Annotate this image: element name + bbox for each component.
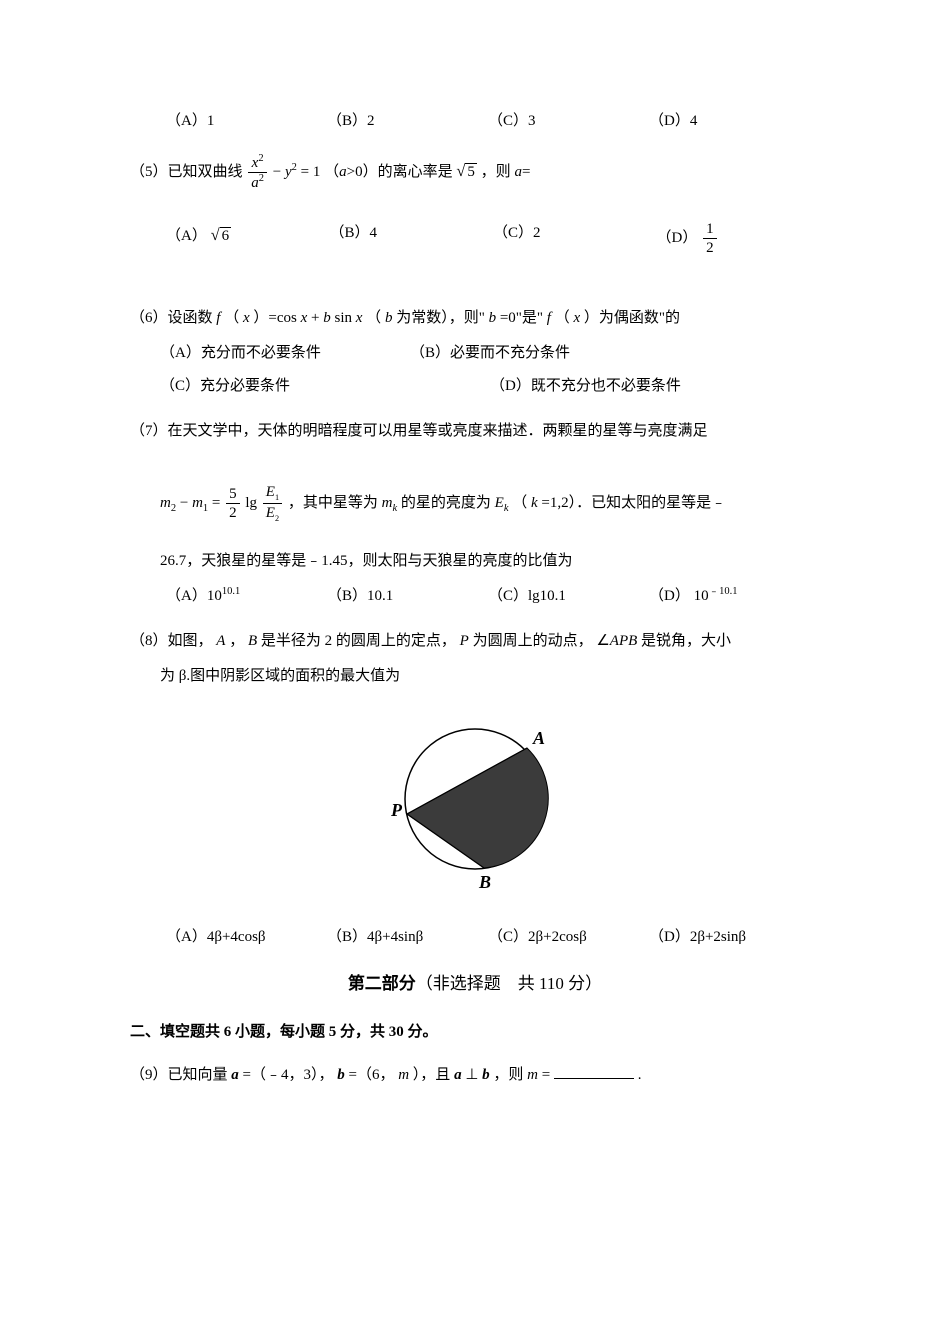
vec-a2: a [454, 1067, 462, 1083]
opt-d: （D）4 [649, 108, 810, 135]
m1: m [192, 495, 203, 511]
q5-opt-b: （B）4 [330, 220, 494, 257]
varx4: x [573, 310, 580, 326]
q6: （6）设函数 f （ x ）=cos x + b sin x （ b 为常数），… [130, 305, 820, 400]
q5: （5）已知双曲线 x2 a2 − y2 = 1 （a>0）的离心率是 5 ，则 … [130, 153, 820, 257]
q8-opt-a: （A）4β+4cosβ [166, 924, 327, 951]
q4-options: （A）1 （B）2 （C）3 （D）4 [130, 108, 820, 135]
mk: m [382, 495, 393, 511]
q8-opt-c: （C）2β+2cosβ [488, 924, 649, 951]
frac-x2-a2: x2 a2 [248, 153, 267, 192]
var-a3: a [514, 164, 522, 180]
q5-eq: = [522, 164, 530, 180]
label-B: B [478, 872, 491, 892]
opt-a: （A）1 [166, 108, 327, 135]
q5-pre: （5）已知双曲线 [130, 164, 243, 180]
q6-opt-c: （C）充分必要条件 [160, 373, 490, 400]
angleAPB: APB [610, 633, 638, 649]
q9: （9）已知向量 a =（﹣4，3）， b =（6， m ），且 a ⊥ b ，则… [130, 1062, 820, 1089]
varA: A [216, 633, 225, 649]
q5-options: （A） 6 （B）4 （C）2 （D） 12 [130, 220, 820, 257]
varB: B [248, 633, 257, 649]
varP: P [460, 633, 469, 649]
q7-opt-c: （C）lg10.1 [488, 583, 649, 610]
part2-rest: （非选择题 共 110 分） [416, 974, 602, 993]
varb3: b [489, 310, 497, 326]
q6-text: （6）设函数 f （ x ）=cos x + b sin x （ b 为常数），… [130, 305, 820, 332]
q7-line3: 26.7，天狼星的星等是﹣1.45，则太阳与天狼星的亮度的比值为 [130, 548, 820, 575]
q5-opt-c: （C）2 [493, 220, 657, 257]
vec-b2: b [482, 1067, 490, 1083]
q8-opt-d: （D）2β+2sinβ [649, 924, 810, 951]
q6-opt-d: （D）既不充分也不必要条件 [490, 373, 820, 400]
varb: b [323, 310, 331, 326]
part2-title: 第二部分（非选择题 共 110 分） [130, 969, 820, 1000]
q7-opt-a: （A）1010.1 [166, 583, 327, 610]
q7-opt-b: （B）10.1 [327, 583, 488, 610]
frac-E1-E2: E1 E2 [263, 483, 282, 524]
varx3: x [356, 310, 363, 326]
sqrt5: 5 [456, 156, 477, 186]
q5-opt-a: （A） 6 [166, 220, 330, 257]
q8-line2: 为 β.图中阴影区域的面积的最大值为 [130, 663, 820, 690]
label-A: A [532, 728, 545, 748]
circle-diagram-svg: A P B [375, 704, 575, 894]
var-m2: m [527, 1067, 538, 1083]
varx: x [243, 310, 250, 326]
shaded-region [407, 748, 548, 868]
q6-opts-ab: （A）充分而不必要条件 （B）必要而不充分条件 [130, 340, 820, 367]
section2-heading: 二、填空题共 6 小题，每小题 5 分，共 30 分。 [130, 1019, 820, 1046]
label-P: P [390, 800, 403, 820]
q8: （8）如图， A ， B 是半径为 2 的圆周上的定点， P 为圆周上的动点， … [130, 628, 820, 951]
opt-b: （B）2 [327, 108, 488, 135]
var-a2: a [339, 164, 347, 180]
q5-text: （5）已知双曲线 x2 a2 − y2 = 1 （a>0）的离心率是 5 ，则 … [130, 153, 820, 192]
q8-opt-b: （B）4β+4sinβ [327, 924, 488, 951]
q7: （7）在天文学中，天体的明暗程度可以用星等或亮度来描述．两颗星的星等与亮度满足 … [130, 418, 820, 610]
var-m: m [398, 1067, 409, 1083]
Ek: E [495, 495, 504, 511]
q5-tail: ，则 [481, 164, 511, 180]
varf2: f [547, 310, 551, 326]
q7-line1: （7）在天文学中，天体的明暗程度可以用星等或亮度来描述．两颗星的星等与亮度满足 [130, 418, 820, 445]
q9-text: （9）已知向量 a =（﹣4，3）， b =（6， m ），且 a ⊥ b ，则… [130, 1062, 820, 1089]
q5-opt-d: （D） 12 [657, 220, 821, 257]
q8-options: （A）4β+4cosβ （B）4β+4sinβ （C）2β+2cosβ （D）2… [130, 924, 820, 951]
k: k [531, 495, 538, 511]
q8-figure: A P B [130, 704, 820, 904]
q6-opt-b: （B）必要而不充分条件 [410, 340, 820, 367]
q8-line1: （8）如图， A ， B 是半径为 2 的圆周上的定点， P 为圆周上的动点， … [130, 628, 820, 655]
q5-mid: （ [324, 164, 339, 180]
q6-opts-cd: （C）充分必要条件 （D）既不充分也不必要条件 [130, 373, 820, 400]
var-a: a [251, 175, 259, 191]
varb2: b [385, 310, 393, 326]
part2-bold: 第二部分 [348, 974, 416, 993]
q5-cond: >0）的离心率是 [347, 164, 453, 180]
var-f: f [216, 310, 220, 326]
vec-b: b [337, 1067, 345, 1083]
frac-5-2: 52 [226, 485, 240, 522]
opt-c: （C）3 [488, 108, 649, 135]
vec-a: a [231, 1067, 239, 1083]
varx2: x [301, 310, 308, 326]
m2: m [160, 495, 171, 511]
blank-q9 [554, 1064, 634, 1079]
var-y: y [285, 164, 292, 180]
q7-opt-d: （D） 10﹣10.1 [649, 583, 810, 610]
options-row: （A）1 （B）2 （C）3 （D）4 [130, 108, 820, 135]
q7-options: （A）1010.1 （B）10.1 （C）lg10.1 （D） 10﹣10.1 [130, 583, 820, 610]
sqrt6: 6 [211, 220, 232, 250]
q7-formula-line: m2 − m1 = 52 lg E1 E2 ，其中星等为 mk 的星的亮度为 E… [130, 483, 820, 524]
frac-1-2: 12 [703, 220, 717, 257]
